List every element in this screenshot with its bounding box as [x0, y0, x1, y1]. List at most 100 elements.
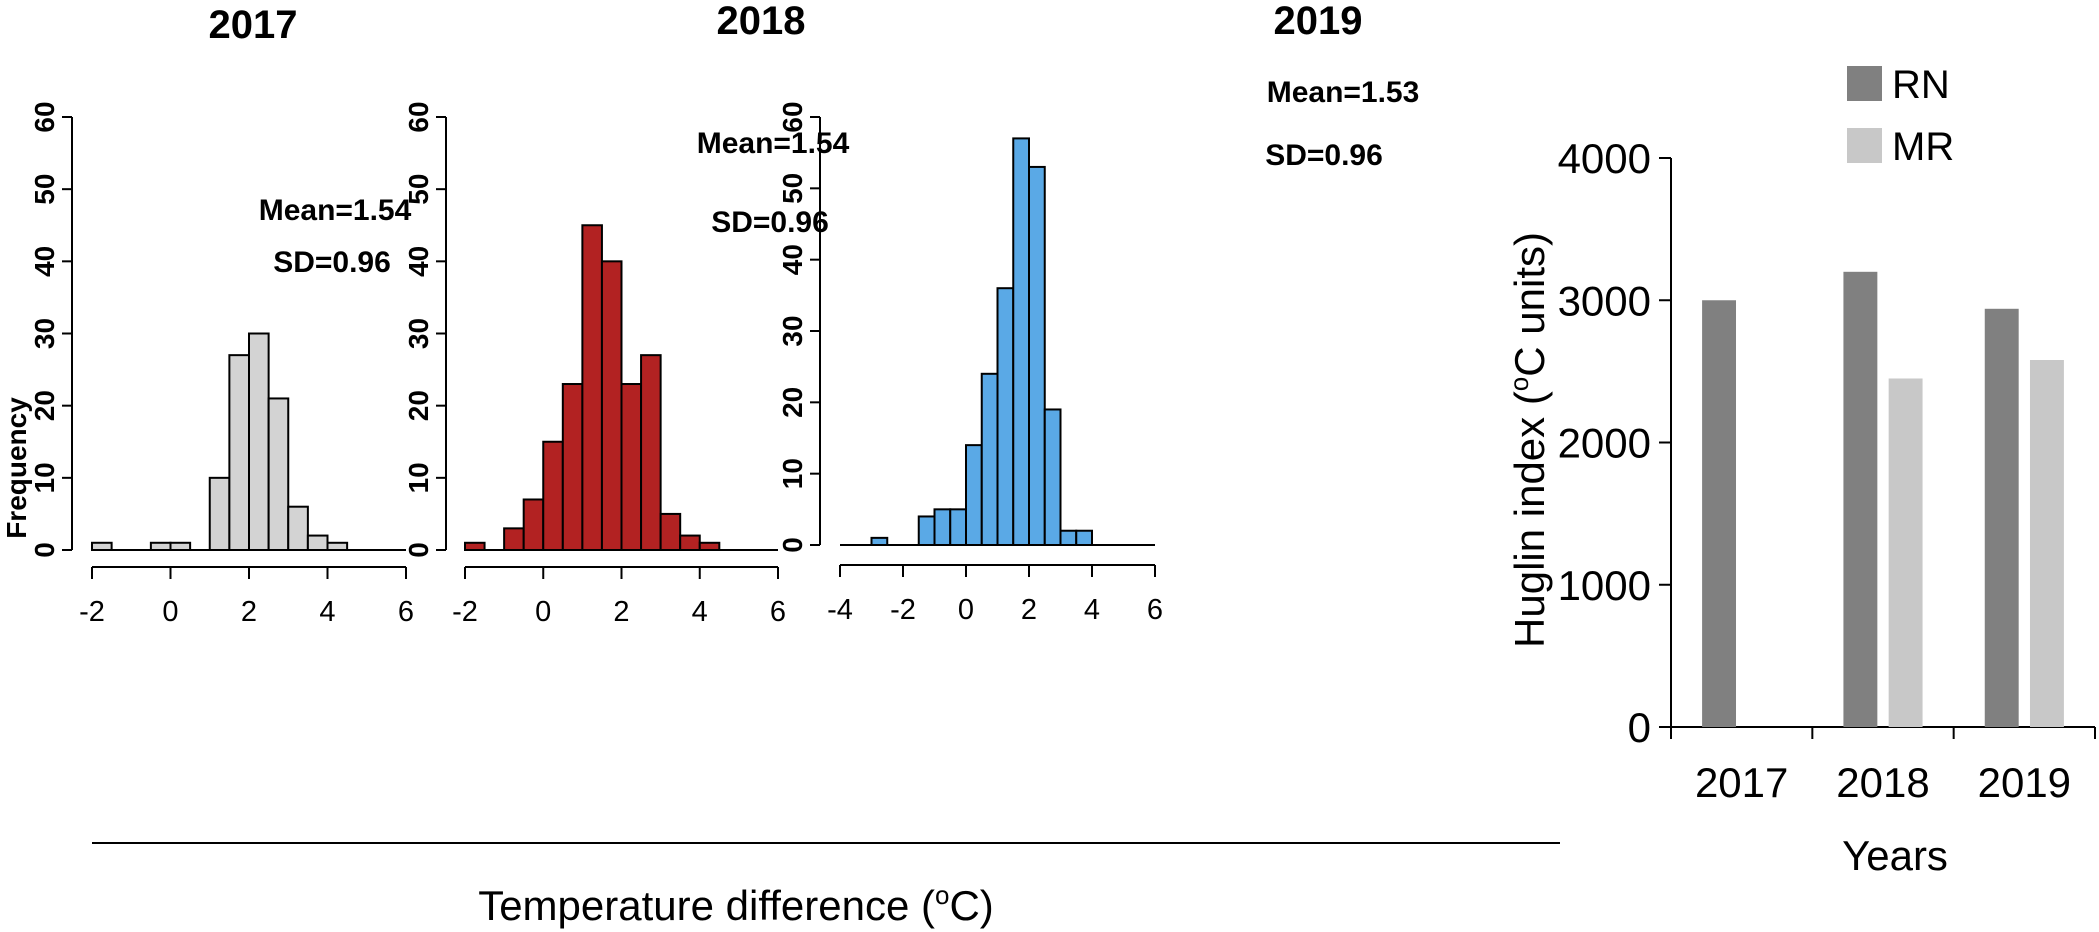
x-tick-label-2019: -2	[890, 594, 916, 626]
y-tick-label-2019: 20	[777, 387, 808, 418]
x-tick-label-2017: -2	[79, 596, 105, 628]
huglin-bar-mr	[1888, 378, 1923, 727]
y-tick-label-2018: 60	[403, 101, 434, 132]
y-tick-label-2018: 0	[403, 542, 434, 558]
histogram-bar-2019	[1028, 165, 1046, 547]
histogram-bar-2017	[149, 541, 172, 551]
y-tick-label-2019: 0	[777, 537, 808, 553]
histogram-bar-2018	[600, 260, 623, 551]
huglin-bar-chart: Huglin index (oC units) Years RN MR 0 100…	[1504, 63, 2096, 879]
huglin-y-tick-label: 0	[1628, 704, 1651, 751]
histogram-bar-2018	[679, 534, 701, 551]
y-tick-label-2018: 10	[403, 462, 434, 493]
y-tick-label-2018: 50	[403, 174, 434, 205]
histogram-2017: 0 10 20 30 40 50 60 -2 0 2 4 6	[29, 101, 414, 628]
temperature-axis-label-sup: o	[935, 880, 949, 910]
x-tick-label-2017: 4	[319, 596, 335, 628]
huglin-bar-rn	[1843, 271, 1878, 727]
y-tick-label-2018: 30	[403, 318, 434, 349]
temperature-axis-label-end: C)	[949, 882, 993, 929]
x-tick-label-2017: 0	[162, 596, 178, 628]
histogram-bar-2018	[464, 541, 486, 551]
y-tick-label-2017: 40	[29, 246, 60, 277]
sd-label-2017: SD=0.96	[273, 246, 391, 279]
x-tick-label-2018: -2	[452, 596, 478, 628]
mean-label-2017: Mean=1.54	[259, 194, 412, 227]
histogram-bar-2017	[267, 397, 290, 552]
histogram-bar-2017	[91, 541, 113, 551]
histogram-bar-2019	[980, 372, 999, 546]
y-tick-label-2017: 10	[29, 462, 60, 493]
huglin-axis-label-text: Huglin index (	[1506, 391, 1553, 648]
huglin-x-tick-label: 2019	[1978, 759, 2071, 806]
huglin-y-tick-label: 2000	[1558, 420, 1651, 467]
legend-swatch-rn	[1847, 66, 1882, 101]
huglin-bar-rn	[1984, 308, 2019, 727]
x-tick-label-2018: 2	[613, 596, 629, 628]
histogram-bar-2017	[287, 505, 309, 552]
huglin-x-tick-label: 2018	[1836, 759, 1929, 806]
title-2019: 2019	[1274, 0, 1363, 43]
legend-label-mr: MR	[1892, 125, 1954, 169]
histogram-bar-2019	[1075, 529, 1093, 547]
y-tick-label-2019: 30	[777, 315, 808, 346]
histogram-bar-2019	[1059, 529, 1078, 547]
sd-label-2018: SD=0.96	[711, 206, 829, 239]
x-tick-label-2019: 4	[1084, 594, 1100, 626]
y-tick-label-2018: 40	[403, 246, 434, 277]
legend-swatch-mr	[1847, 128, 1882, 163]
x-tick-label-2017: 6	[398, 596, 414, 628]
histogram-2018: 0 10 20 30 40 50 60 -2 0 2 4 6	[403, 101, 786, 628]
sd-label-2019: SD=0.96	[1265, 139, 1383, 172]
histogram-bar-2019	[1043, 408, 1062, 547]
huglin-axis-label: Huglin index (oC units)	[1504, 232, 1553, 648]
legend-label-rn: RN	[1892, 63, 1950, 107]
y-tick-label-2017: 60	[29, 101, 60, 132]
frequency-axis-label: Frequency	[1, 397, 32, 539]
huglin-y-tick-label: 4000	[1558, 135, 1651, 182]
histogram-bar-2019	[1012, 137, 1030, 546]
histogram-bar-2017	[306, 534, 329, 551]
y-tick-label-2019: 50	[777, 173, 808, 204]
histogram-bar-2018	[698, 541, 721, 551]
histogram-bar-2019	[965, 444, 983, 546]
x-tick-label-2018: 4	[692, 596, 708, 628]
histogram-bar-2018	[503, 527, 525, 551]
y-tick-label-2017: 50	[29, 174, 60, 205]
histogram-bar-2019	[949, 508, 967, 547]
x-tick-label-2019: 0	[958, 594, 974, 626]
years-axis-label: Years	[1842, 832, 1948, 879]
huglin-axis-label-end: C units)	[1506, 232, 1553, 377]
y-tick-label-2018: 20	[403, 390, 434, 421]
histogram-bar-2018	[659, 512, 682, 552]
x-tick-label-2017: 2	[241, 596, 257, 628]
histogram-bar-2018	[522, 498, 545, 552]
huglin-y-tick-label: 3000	[1558, 277, 1651, 324]
histogram-bar-2019	[933, 508, 952, 547]
huglin-x-tick-label: 2017	[1695, 759, 1788, 806]
histogram-bar-2017	[326, 541, 349, 551]
x-tick-label-2018: 6	[770, 596, 786, 628]
x-tick-label-2019: 6	[1147, 594, 1163, 626]
title-2017: 2017	[209, 3, 298, 47]
title-2018: 2018	[717, 0, 806, 43]
histogram-bar-2019	[996, 287, 1015, 546]
histogram-bar-2017	[248, 332, 270, 551]
y-tick-label-2017: 20	[29, 390, 60, 421]
temperature-axis-label-text: Temperature difference (	[478, 882, 935, 929]
histogram-2019: 0 10 20 30 40 50 60 -4 -2 0 2 4 6	[777, 101, 1163, 626]
y-tick-label-2019: 40	[777, 244, 808, 275]
histogram-bar-2018	[640, 354, 662, 551]
temperature-axis-label: Temperature difference (oC)	[478, 880, 994, 929]
huglin-bar-rn	[1702, 300, 1737, 727]
huglin-bar-mr	[2029, 359, 2064, 727]
mean-label-2019: Mean=1.53	[1267, 76, 1420, 109]
x-tick-label-2018: 0	[535, 596, 551, 628]
y-tick-label-2019: 10	[777, 458, 808, 489]
y-tick-label-2017: 30	[29, 318, 60, 349]
mean-label-2018: Mean=1.54	[697, 127, 850, 160]
histogram-bar-2018	[620, 383, 643, 551]
x-tick-label-2019: -4	[827, 594, 853, 626]
huglin-y-tick-label: 1000	[1558, 562, 1651, 609]
